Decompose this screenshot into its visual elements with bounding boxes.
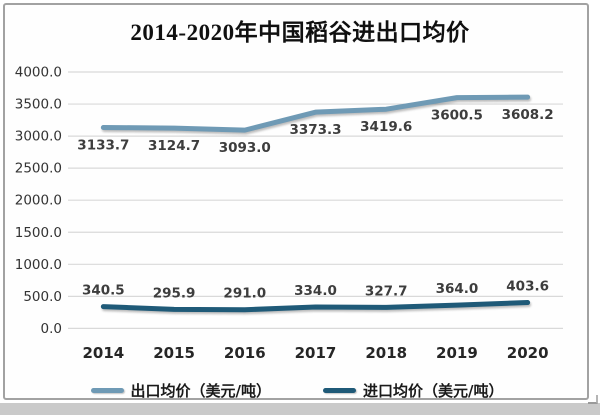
legend-label-export: 出口均价（美元/吨）	[130, 381, 271, 400]
export-avg-price-data-label: 3133.7	[77, 138, 129, 154]
legend-item-import: 进口均价（美元/吨）	[323, 380, 503, 401]
export-line-swatch-icon	[90, 387, 124, 393]
corner-cursor-mark-icon	[588, 395, 598, 404]
export-avg-price-data-label: 3608.2	[502, 107, 554, 123]
export-avg-price-data-label: 3124.7	[148, 138, 200, 154]
x-axis-label: 2014	[82, 344, 124, 362]
export-avg-price-data-label: 3093.0	[219, 140, 271, 156]
x-axis-label: 2018	[365, 344, 407, 362]
bottom-strip	[0, 403, 600, 415]
import-line-swatch-icon	[323, 387, 356, 393]
import-avg-price-data-label: 291.0	[223, 286, 266, 302]
y-axis-tick-label: 1500.0	[15, 225, 62, 241]
y-axis-tick-label: 3000.0	[15, 129, 62, 145]
import-avg-price-data-label: 364.0	[436, 281, 479, 297]
legend: 出口均价（美元/吨） 进口均价（美元/吨）	[0, 380, 594, 400]
y-axis-tick-label: 500.0	[23, 289, 62, 305]
import-avg-price-line	[100, 300, 531, 313]
y-axis-tick-label: 4000.0	[15, 65, 62, 81]
export-avg-price-data-label: 3419.6	[360, 119, 412, 135]
import-avg-price-data-label: 295.9	[153, 285, 196, 301]
x-axis-label: 2020	[507, 344, 549, 362]
x-axis-label: 2015	[153, 344, 195, 362]
y-axis-tick-label: 1000.0	[15, 257, 62, 273]
export-avg-price-data-label: 3373.3	[289, 122, 341, 138]
import-avg-price-data-label: 334.0	[294, 283, 337, 299]
y-axis-tick-label: 2000.0	[15, 193, 62, 209]
y-axis-tick-label: 0.0	[41, 321, 62, 337]
import-avg-price-data-label: 327.7	[365, 283, 408, 299]
export-avg-price-data-label: 3600.5	[431, 108, 483, 124]
chart-title: 2014-2020年中国稻谷进出口均价	[130, 20, 470, 45]
y-axis-tick-label: 2500.0	[15, 161, 62, 177]
legend-item-export: 出口均价（美元/吨）	[90, 380, 271, 401]
legend-label-import: 进口均价（美元/吨）	[363, 381, 504, 400]
y-axis-tick-label: 3500.0	[15, 97, 62, 113]
chart-frame	[3, 3, 589, 400]
x-axis-label: 2019	[436, 344, 478, 362]
export-avg-price-line	[100, 94, 531, 133]
import-avg-price-data-label: 340.5	[82, 283, 125, 299]
import-avg-price-data-label: 403.6	[506, 279, 549, 295]
x-axis-label: 2016	[224, 344, 266, 362]
x-axis-label: 2017	[295, 344, 337, 362]
